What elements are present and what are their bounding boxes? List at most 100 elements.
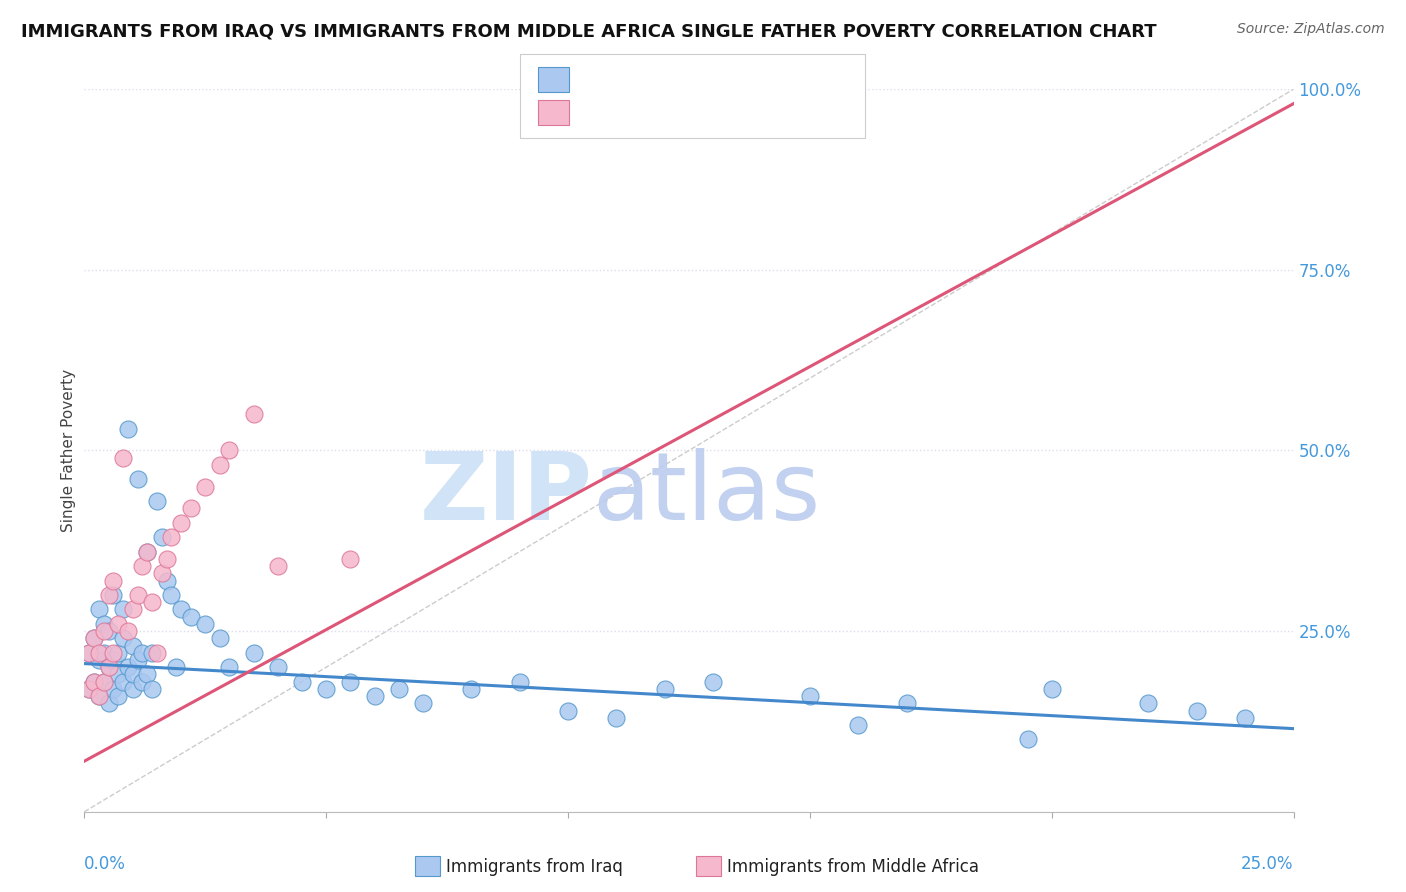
Point — [208, 458, 231, 472]
Point — [141, 646, 163, 660]
Point — [131, 674, 153, 689]
Point — [97, 696, 120, 710]
Point — [77, 681, 100, 696]
Text: N =: N = — [696, 103, 740, 123]
Point — [180, 609, 202, 624]
Point — [150, 530, 173, 544]
Point — [1040, 681, 1063, 696]
Point — [267, 559, 290, 574]
Point — [103, 574, 125, 588]
Point — [83, 632, 105, 646]
Point — [93, 646, 115, 660]
Point — [87, 689, 110, 703]
Point — [160, 530, 183, 544]
Point — [121, 667, 143, 681]
Text: IMMIGRANTS FROM IRAQ VS IMMIGRANTS FROM MIDDLE AFRICA SINGLE FATHER POVERTY CORR: IMMIGRANTS FROM IRAQ VS IMMIGRANTS FROM … — [21, 22, 1157, 40]
Point — [127, 472, 149, 486]
Point — [77, 646, 100, 660]
Text: 0.0%: 0.0% — [84, 855, 127, 873]
Point — [160, 588, 183, 602]
Point — [291, 674, 314, 689]
Point — [121, 602, 143, 616]
Point — [112, 632, 135, 646]
Text: atlas: atlas — [592, 448, 821, 540]
Point — [267, 660, 290, 674]
Point — [131, 559, 153, 574]
Point — [83, 632, 105, 646]
Point — [87, 653, 110, 667]
Point — [107, 616, 129, 631]
Point — [388, 681, 411, 696]
Point — [605, 711, 627, 725]
Point — [654, 681, 676, 696]
Point — [117, 624, 139, 639]
Point — [339, 674, 361, 689]
Point — [117, 660, 139, 674]
Point — [1137, 696, 1160, 710]
Point — [107, 689, 129, 703]
Point — [339, 551, 361, 566]
Text: -0.141: -0.141 — [623, 70, 686, 90]
Point — [83, 674, 105, 689]
Point — [103, 681, 125, 696]
Point — [363, 689, 385, 703]
Point — [218, 443, 240, 458]
Text: R =: R = — [581, 70, 623, 90]
Point — [97, 588, 120, 602]
Point — [131, 646, 153, 660]
Point — [107, 667, 129, 681]
Point — [97, 660, 120, 674]
Point — [896, 696, 918, 710]
Point — [412, 696, 434, 710]
Point — [87, 602, 110, 616]
Point — [146, 494, 169, 508]
Point — [112, 450, 135, 465]
Point — [117, 422, 139, 436]
Point — [242, 407, 264, 421]
Point — [112, 674, 135, 689]
Point — [87, 646, 110, 660]
Point — [194, 616, 217, 631]
Point — [107, 646, 129, 660]
Point — [141, 681, 163, 696]
Point — [155, 574, 177, 588]
Point — [846, 718, 869, 732]
Text: 32: 32 — [733, 103, 759, 123]
Point — [127, 588, 149, 602]
Text: Immigrants from Middle Africa: Immigrants from Middle Africa — [727, 858, 979, 876]
Text: Immigrants from Iraq: Immigrants from Iraq — [446, 858, 623, 876]
Point — [150, 566, 173, 581]
Y-axis label: Single Father Poverty: Single Father Poverty — [60, 369, 76, 532]
Point — [77, 681, 100, 696]
Point — [93, 674, 115, 689]
Point — [557, 704, 579, 718]
Point — [315, 681, 337, 696]
Point — [1017, 732, 1039, 747]
Point — [93, 616, 115, 631]
Point — [87, 689, 110, 703]
Text: 67: 67 — [733, 70, 759, 90]
Point — [194, 480, 217, 494]
Point — [141, 595, 163, 609]
Point — [509, 674, 531, 689]
Text: ZIP: ZIP — [419, 448, 592, 540]
Point — [77, 646, 100, 660]
Point — [218, 660, 240, 674]
Point — [136, 544, 159, 558]
Point — [208, 632, 231, 646]
Point — [103, 653, 125, 667]
Point — [136, 544, 159, 558]
Point — [1185, 704, 1208, 718]
Text: 25.0%: 25.0% — [1241, 855, 1294, 873]
Point — [127, 653, 149, 667]
Point — [170, 602, 193, 616]
Point — [103, 646, 125, 660]
Point — [121, 639, 143, 653]
Point — [121, 681, 143, 696]
Text: N =: N = — [696, 70, 740, 90]
Point — [460, 681, 482, 696]
Text: Source: ZipAtlas.com: Source: ZipAtlas.com — [1237, 22, 1385, 37]
Point — [799, 689, 821, 703]
Text: 0.687: 0.687 — [623, 103, 679, 123]
Point — [93, 624, 115, 639]
